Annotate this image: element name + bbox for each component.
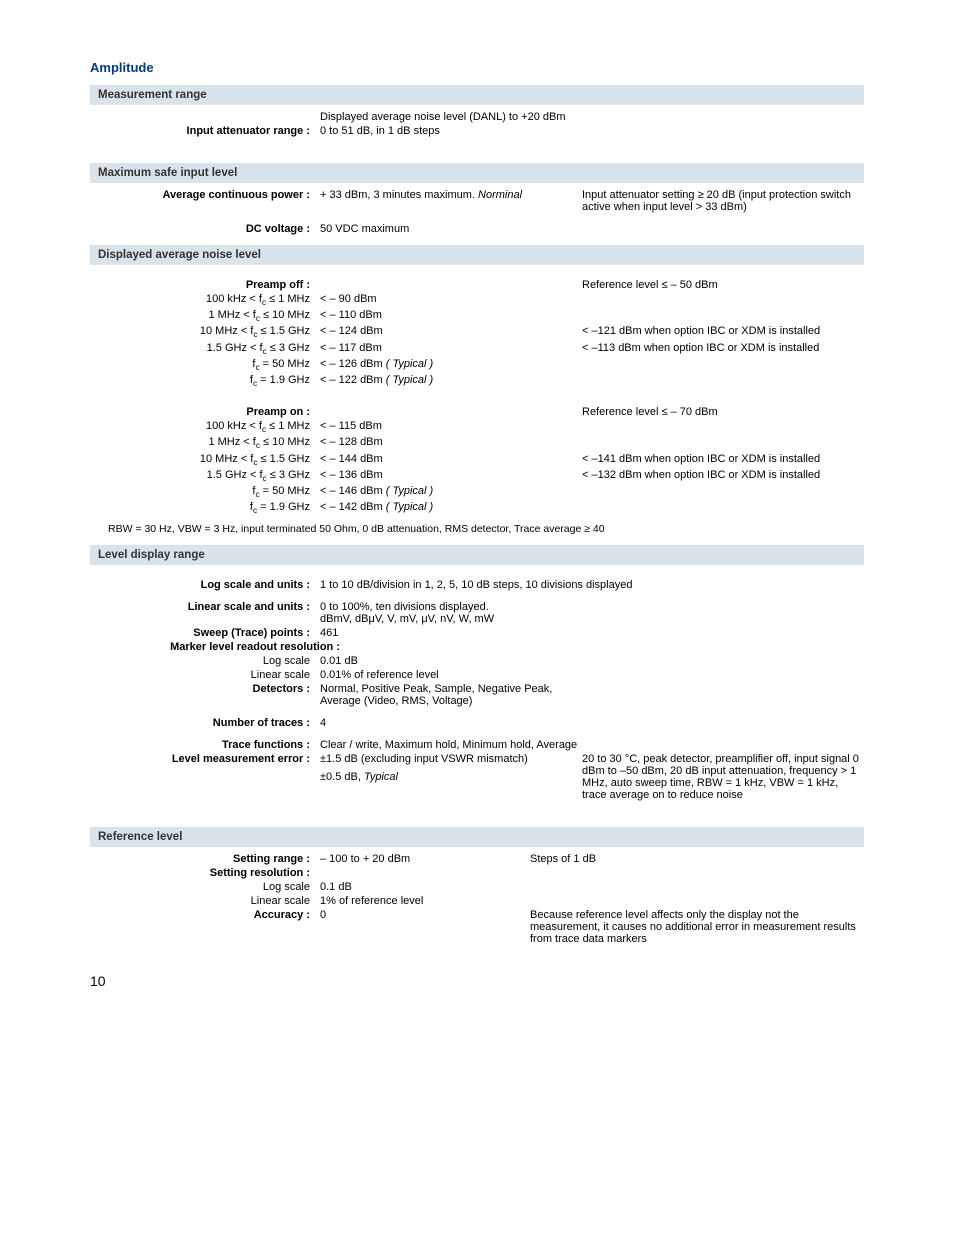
lme-label: Level measurement error : [90,753,320,765]
page-number: 10 [90,973,864,989]
num-traces-label: Number of traces : [90,717,320,729]
danl-row: 1.5 GHz < fc ≤ 3 GHz< – 117 dBm< –113 dB… [90,342,864,356]
danl-range-text: Displayed average noise level (DANL) to … [320,111,582,123]
danl-row: 100 kHz < fc ≤ 1 MHz< – 115 dBm [90,420,864,434]
avg-power-label: Average continuous power : [90,189,320,201]
danl-row: fc = 50 MHz< – 126 dBm ( Typical ) [90,358,864,372]
res-lin-value: 1% of reference level [320,895,582,907]
avg-power-note: Input attenuator setting ≥ 20 dB (input … [582,189,864,213]
setting-range-value: – 100 to + 20 dBm [320,853,530,865]
res-lin-label: Linear scale [90,895,320,907]
heading-ref-level: Reference level [90,827,864,847]
input-att-label: Input attenuator range : [90,125,320,137]
danl-row: 10 MHz < fc ≤ 1.5 GHz< – 124 dBm< –121 d… [90,325,864,339]
avg-power-value: + 33 dBm, 3 minutes maximum. Norminal [320,189,582,201]
log-scale-value: 1 to 10 dB/division in 1, 2, 5, 10 dB st… [320,579,740,591]
heading-danl: Displayed average noise level [90,245,864,265]
preamp-off-ref: Reference level ≤ – 50 dBm [582,279,864,291]
res-log-value: 0.1 dB [320,881,582,893]
danl-footnote: RBW = 30 Hz, VBW = 3 Hz, input terminate… [108,523,864,535]
heading-max-safe: Maximum safe input level [90,163,864,183]
marker-res-label: Marker level readout resolution : [90,641,350,653]
res-log-label: Log scale [90,881,320,893]
danl-row: fc = 50 MHz< – 146 dBm ( Typical ) [90,485,864,499]
lme-value: ±1.5 dB (excluding input VSWR mismatch) … [320,753,582,783]
dc-voltage-value: 50 VDC maximum [320,223,582,235]
setting-res-label: Setting resolution : [90,867,320,879]
log-scale-label: Log scale and units : [90,579,320,591]
sweep-points-label: Sweep (Trace) points : [90,627,320,639]
marker-lin-label: Linear scale [90,669,320,681]
trace-func-label: Trace functions : [90,739,320,751]
linear-scale-label: Linear scale and units : [90,601,320,613]
danl-row: 1 MHz < fc ≤ 10 MHz< – 128 dBm [90,436,864,450]
trace-func-value: Clear / write, Maximum hold, Minimum hol… [320,739,620,751]
page-title: Amplitude [90,60,864,75]
detectors-value: Normal, Positive Peak, Sample, Negative … [320,683,582,707]
accuracy-value: 0 [320,909,530,921]
setting-range-label: Setting range : [90,853,320,865]
setting-range-note: Steps of 1 dB [530,853,864,865]
danl-row: 1 MHz < fc ≤ 10 MHz< – 110 dBm [90,309,864,323]
danl-row: 10 MHz < fc ≤ 1.5 GHz< – 144 dBm< –141 d… [90,453,864,467]
danl-row: fc = 1.9 GHz< – 122 dBm ( Typical ) [90,374,864,388]
sweep-points-value: 461 [320,627,582,639]
num-traces-value: 4 [320,717,582,729]
preamp-on-label: Preamp on : [90,406,320,418]
lme-note: 20 to 30 °C, peak detector, preamplifier… [582,753,864,801]
danl-row: 1.5 GHz < fc ≤ 3 GHz< – 136 dBm< –132 dB… [90,469,864,483]
dc-voltage-label: DC voltage : [90,223,320,235]
marker-log-label: Log scale [90,655,320,667]
heading-level-display: Level display range [90,545,864,565]
preamp-on-ref: Reference level ≤ – 70 dBm [582,406,864,418]
preamp-off-label: Preamp off : [90,279,320,291]
danl-row: 100 kHz < fc ≤ 1 MHz< – 90 dBm [90,293,864,307]
danl-row: fc = 1.9 GHz< – 142 dBm ( Typical ) [90,501,864,515]
marker-lin-value: 0.01% of reference level [320,669,582,681]
accuracy-note: Because reference level affects only the… [530,909,864,945]
input-att-value: 0 to 51 dB, in 1 dB steps [320,125,582,137]
linear-scale-value: 0 to 100%, ten divisions displayed. dBmV… [320,601,582,625]
marker-log-value: 0.01 dB [320,655,582,667]
heading-measurement-range: Measurement range [90,85,864,105]
detectors-label: Detectors : [90,683,320,695]
accuracy-label: Accuracy : [90,909,320,921]
